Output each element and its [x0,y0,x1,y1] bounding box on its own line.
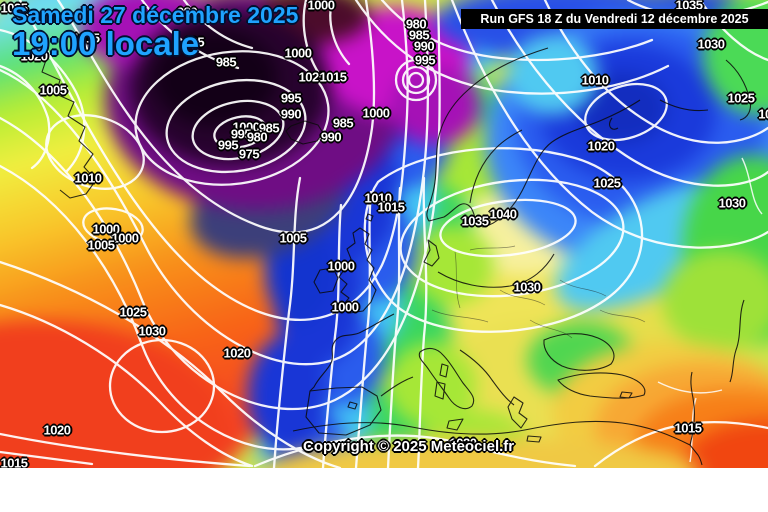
pressure-label: 1025 [298,69,326,85]
pressure-label: 1010 [581,72,609,88]
pressure-label: 1005 [279,230,307,246]
pressure-labels: 1025 1015 1020 1005 980 985 985 1000 1000 1025 101… [0,0,768,469]
copyright-label: Copyright © 2025 Meteociel.fr [303,438,515,455]
pressure-label: 1010 [364,190,392,206]
pressure-label: 1020 [223,345,251,361]
run-info-bar: Run GFS 18 Z du Vendredi 12 décembre 202… [461,9,768,29]
valid-date-label: Samedi 27 décembre 2025 [12,2,299,28]
pressure-label: 1015 [319,69,347,85]
pressure-label: 1030 [718,195,746,211]
pressure-label: 995 [217,137,239,153]
pressure-label: 1025 [593,175,621,191]
pressure-label: 985 [332,115,354,131]
pressure-label: 1000 [327,258,355,274]
map-canvas: 1025 1015 1020 1005 980 985 985 1000 1000 1025 101… [0,0,768,468]
pressure-label: 1015 [72,30,100,46]
pressure-label: 1000 [232,119,260,135]
pressure-label: 1020 [43,422,71,438]
pressure-label: 1020 [20,48,48,64]
pressure-label: 980 [176,4,198,20]
pressure-label: 1020 [587,138,615,154]
pressure-label: 1030 [697,36,725,52]
pressure-label: 1035 [461,213,489,229]
pressure-label: 1000 [111,230,139,246]
pressure-label: 995 [280,90,302,106]
pressure-label: 1025 [119,304,147,320]
pressure-label: 1005 [39,82,67,98]
pressure-label: 990 [280,106,302,122]
pressure-label: 1000 [284,45,312,61]
color-blob [662,250,768,350]
pressure-label: 1015 [0,455,28,469]
pressure-label: 975 [238,146,260,162]
valid-hour-label: 19:00 locale [12,25,200,63]
pressure-label: 995 [230,126,252,142]
valid-time-overlay: Samedi 27 décembre 2025 19:00 locale [12,2,299,63]
pressure-label: 985 [258,120,280,136]
pressure-label: 1000 [92,221,120,237]
pressure-label: 990 [320,129,342,145]
pressure-label: 980 [405,16,427,32]
pressure-label: 1000 [307,0,335,13]
pressure-label: 1030 [138,323,166,339]
pressure-label: 1025 [0,0,28,16]
legend-footer: Géop. Z500 & pression au sol (+ 360h) 49… [0,468,768,512]
pressure-label: 980 [246,129,268,145]
pressure-label: 985 [408,27,430,43]
pressure-label: 1030 [513,279,541,295]
pressure-label: 1005 [87,237,115,253]
pressure-label: 1000 [331,299,359,315]
pressure-label: 1015 [674,420,702,436]
pressure-label: 1010 [74,170,102,186]
pressure-label: 990 [413,38,435,54]
pressure-label: 985 [183,34,205,50]
pressure-label: 10 [758,106,768,122]
pressure-label: 1040 [489,206,517,222]
pressure-label: 1020 [449,435,477,451]
pressure-label: 985 [215,54,237,70]
pressure-label: 995 [414,52,436,68]
pressure-label: 1015 [377,199,405,215]
pressure-label: 1025 [727,90,755,106]
pressure-label: 1000 [362,105,390,121]
